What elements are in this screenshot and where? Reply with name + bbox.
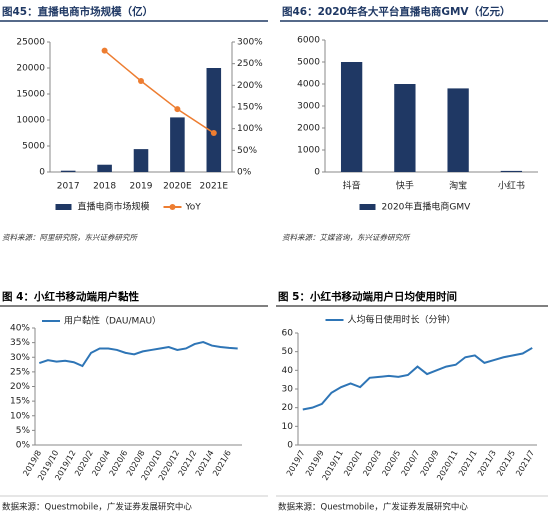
legend-swatch (359, 204, 376, 210)
y-tick-label: 30 (282, 385, 294, 395)
y-tick-label: 25% (10, 367, 30, 377)
point (174, 106, 181, 113)
source: 资料来源：艾媒咨询，东兴证券研究所 (282, 233, 411, 242)
bar (500, 170, 523, 172)
x-tick-label: 2020E (163, 182, 192, 192)
y2-tick-label: 0% (237, 168, 252, 178)
y-tick-label: 6000 (297, 36, 320, 46)
x-tick-label: 2019 (130, 182, 153, 192)
y-tick-label: 0 (314, 168, 320, 178)
chart-title: 图45：直播电商市场规模（亿） (2, 5, 153, 18)
y-tick-label: 0 (39, 168, 45, 178)
y-tick-label: 5000 (297, 58, 320, 68)
legend-label: 2020年直播电商GMV (382, 201, 472, 213)
y-tick-label: 2000 (297, 124, 320, 134)
y-tick-label: 20% (10, 382, 30, 392)
source: 数据来源：Questmobile，广发证券发展研究中心 (2, 502, 192, 513)
y-tick-label: 10% (10, 411, 30, 421)
x-tick-label: 小红书 (498, 180, 525, 192)
chart-title: 图 5：小红书移动端用户日均使用时间 (278, 290, 457, 303)
y-tick-label: 20000 (16, 64, 45, 74)
y-tick-label: 35% (10, 338, 30, 348)
x-tick-label: 淘宝 (449, 180, 467, 192)
chart-title: 图 4：小红书移动端用户黏性 (2, 290, 139, 303)
legend-label: YoY (185, 203, 202, 213)
y2-tick-label: 50% (237, 146, 257, 156)
y-tick-label: 3000 (297, 102, 320, 112)
y-tick-label: 5000 (22, 142, 45, 152)
y2-tick-label: 150% (237, 103, 263, 113)
y-tick-label: 15% (10, 397, 30, 407)
bar (340, 62, 363, 172)
y2-tick-label: 300% (237, 38, 263, 48)
x-tick-label: 2021E (200, 182, 229, 192)
y-tick-label: 0 (287, 441, 293, 451)
bar (170, 117, 185, 172)
bar (60, 170, 76, 172)
point (101, 47, 108, 54)
point (138, 78, 144, 84)
x-tick-label: 2017 (57, 182, 80, 192)
y-tick-label: 10 (282, 422, 294, 432)
bar (206, 68, 222, 172)
y2-tick-label: 200% (237, 81, 263, 91)
y-tick-label: 1000 (297, 146, 320, 156)
y-tick-label: 40% (10, 324, 30, 334)
legend-label: 直播电商市场规模 (78, 201, 150, 213)
bar (394, 84, 416, 172)
y-tick-label: 5% (16, 426, 31, 436)
line (104, 50, 215, 134)
y-tick-label: 15000 (16, 90, 45, 100)
point (210, 130, 217, 136)
y-tick-label: 30% (10, 353, 30, 363)
x-tick-label: 2018 (93, 182, 116, 192)
line (302, 347, 533, 411)
y-tick-label: 4000 (297, 80, 320, 90)
line (38, 340, 238, 368)
x-tick-label: 2021/7 (514, 449, 536, 478)
legend-swatch (55, 204, 72, 210)
y2-tick-label: 100% (237, 124, 263, 134)
source: 数据来源：Questmobile，广发证券发展研究中心 (278, 502, 468, 513)
bar (97, 164, 112, 172)
legend-label: 用户黏性（DAU/MAU） (64, 315, 161, 327)
bar (133, 149, 149, 172)
y-tick-label: 25000 (16, 38, 45, 48)
legend-label: 人均每日使用时长（分钟） (348, 314, 456, 326)
y-tick-label: 20 (282, 403, 294, 413)
bar (447, 88, 469, 172)
x-tick-label: 抖音 (343, 180, 361, 192)
y-tick-label: 10000 (16, 116, 45, 126)
legend-marker (169, 204, 176, 210)
y-tick-label: 60 (282, 329, 294, 339)
y-tick-label: 50 (282, 347, 294, 357)
x-tick-label: 快手 (396, 180, 414, 192)
y-tick-label: 0% (16, 441, 31, 451)
y-tick-label: 40 (282, 366, 294, 376)
source: 资料来源：阿里研究院，东兴证券研究所 (2, 233, 138, 242)
chart-title: 图46：2020年各大平台直播电商GMV（亿元） (282, 5, 511, 18)
y2-tick-label: 250% (237, 59, 263, 69)
